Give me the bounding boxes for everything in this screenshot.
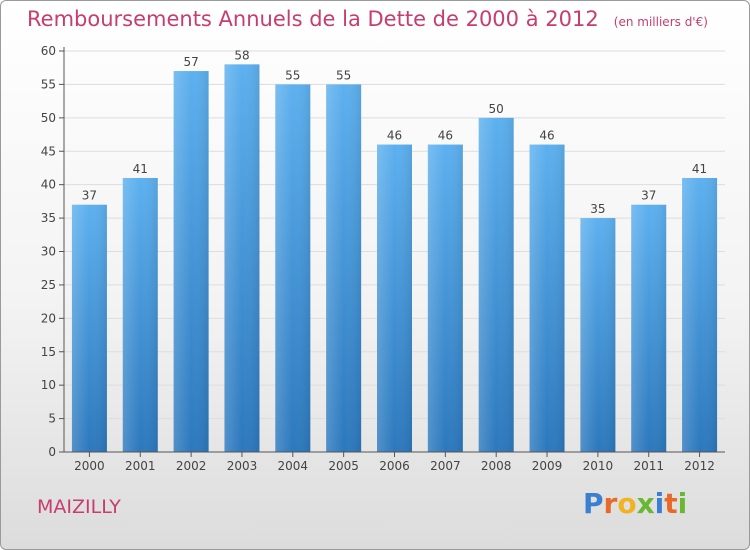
bar-value-label: 58 bbox=[234, 48, 249, 62]
bar-highlight bbox=[377, 144, 412, 453]
y-tick-label: 60 bbox=[41, 44, 56, 58]
logo-letter: x bbox=[636, 487, 655, 520]
bar-value-label: 46 bbox=[387, 129, 402, 143]
y-tick-label: 5 bbox=[48, 412, 56, 426]
x-tick-label: 2012 bbox=[684, 459, 715, 473]
bar-highlight bbox=[478, 117, 514, 452]
y-tick-label: 40 bbox=[41, 178, 56, 192]
y-tick-label: 20 bbox=[41, 311, 56, 325]
chart-title-row: Remboursements Annuels de la Dette de 20… bbox=[27, 7, 708, 31]
y-tick-label: 45 bbox=[41, 144, 56, 158]
bar-highlight bbox=[580, 218, 616, 452]
bar-value-label: 41 bbox=[692, 162, 707, 176]
logo-letter: i bbox=[654, 487, 665, 520]
bar-value-label: 55 bbox=[285, 68, 300, 82]
bar-highlight bbox=[275, 84, 311, 453]
bar-highlight bbox=[224, 64, 260, 452]
x-tick-label: 2010 bbox=[583, 459, 614, 473]
bar-value-label: 37 bbox=[82, 189, 97, 203]
bar-highlight bbox=[682, 177, 718, 452]
x-tick-label: 2007 bbox=[430, 459, 461, 473]
bar-value-label: 41 bbox=[133, 162, 148, 176]
x-tick-label: 2001 bbox=[125, 459, 156, 473]
proxiti-logo: Proxiti bbox=[583, 487, 687, 520]
bar-value-label: 57 bbox=[183, 55, 198, 69]
x-tick-label: 2004 bbox=[278, 459, 309, 473]
bar-highlight bbox=[529, 144, 565, 453]
bar-highlight bbox=[427, 144, 463, 453]
bar-value-label: 46 bbox=[438, 129, 453, 143]
bar-value-label: 50 bbox=[489, 102, 504, 116]
x-tick-label: 2000 bbox=[74, 459, 105, 473]
logo-letter: r bbox=[603, 487, 618, 520]
x-tick-label: 2008 bbox=[481, 459, 512, 473]
y-tick-label: 15 bbox=[41, 345, 56, 359]
logo-letter: t bbox=[664, 487, 678, 520]
chart-subtitle: (en milliers d'€) bbox=[613, 15, 708, 29]
logo-letter: o bbox=[617, 487, 637, 520]
bar-value-label: 37 bbox=[641, 189, 656, 203]
x-tick-label: 2009 bbox=[532, 459, 563, 473]
x-tick-label: 2011 bbox=[633, 459, 664, 473]
bar-highlight bbox=[631, 204, 667, 452]
town-name: MAIZILLY bbox=[37, 496, 121, 518]
bar-highlight bbox=[326, 84, 362, 453]
x-tick-label: 2005 bbox=[328, 459, 359, 473]
y-tick-label: 0 bbox=[48, 445, 56, 459]
x-tick-label: 2003 bbox=[227, 459, 258, 473]
bar-value-label: 35 bbox=[590, 202, 605, 216]
bar-value-label: 46 bbox=[539, 129, 554, 143]
logo-letter: P bbox=[583, 487, 604, 520]
y-tick-label: 25 bbox=[41, 278, 56, 292]
y-tick-label: 35 bbox=[41, 211, 56, 225]
bar-highlight bbox=[122, 177, 158, 452]
x-tick-label: 2002 bbox=[176, 459, 207, 473]
y-tick-label: 50 bbox=[41, 111, 56, 125]
bar-value-label: 55 bbox=[336, 68, 351, 82]
logo-letter: i bbox=[677, 487, 688, 520]
y-tick-label: 10 bbox=[41, 378, 56, 392]
bar-highlight bbox=[173, 71, 209, 453]
y-tick-label: 30 bbox=[41, 245, 56, 259]
x-tick-label: 2006 bbox=[379, 459, 410, 473]
y-tick-label: 55 bbox=[41, 77, 56, 91]
chart-title: Remboursements Annuels de la Dette de 20… bbox=[27, 7, 599, 31]
bar-highlight bbox=[71, 204, 107, 452]
